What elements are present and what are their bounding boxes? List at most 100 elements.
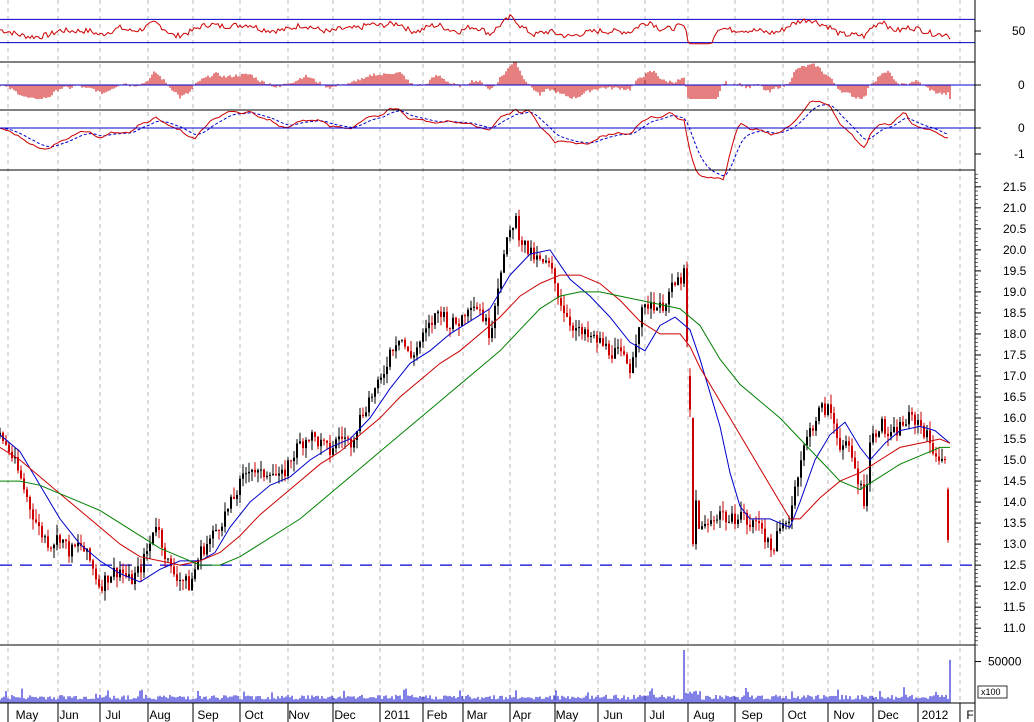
- candle-body: [881, 418, 883, 432]
- candle-body: [878, 431, 880, 437]
- candle-body: [938, 456, 940, 461]
- candle-body: [407, 346, 409, 352]
- candle-body: [152, 532, 154, 544]
- candle-body: [209, 538, 211, 545]
- candle-body: [659, 302, 661, 308]
- candle-body: [458, 323, 460, 327]
- month-label-5: Oct: [245, 708, 264, 722]
- candle-body: [725, 511, 727, 523]
- price-tick-label: 17.0: [1003, 369, 1027, 383]
- candle-body: [890, 432, 892, 437]
- candle-body: [497, 288, 499, 306]
- macd-signal-line: [0, 104, 949, 177]
- candle-body: [794, 486, 796, 506]
- month-label-13: Jun: [603, 708, 622, 722]
- candle-body: [401, 339, 403, 341]
- axes: [0, 0, 976, 722]
- candle-body: [614, 348, 616, 359]
- candle-body: [320, 439, 322, 447]
- candle-body: [446, 311, 448, 328]
- candle-body: [623, 351, 625, 355]
- candle-body: [71, 544, 73, 557]
- month-label-16: Sep: [741, 708, 763, 722]
- candle-body: [404, 339, 406, 347]
- candle-body: [704, 523, 706, 527]
- candle-body: [422, 332, 424, 342]
- candle-body: [146, 551, 148, 554]
- candle-body: [812, 428, 814, 431]
- candle-body: [311, 432, 313, 441]
- candle-body: [899, 421, 901, 436]
- candle-body: [611, 355, 613, 359]
- candle-body: [224, 511, 226, 527]
- candle-body: [926, 430, 928, 438]
- candle-body: [818, 407, 820, 421]
- candle-body: [116, 567, 118, 578]
- candle-body: [62, 539, 64, 543]
- candle-body: [635, 344, 637, 358]
- macd-histogram-panel: 0: [0, 61, 1025, 99]
- candle-body: [785, 523, 787, 525]
- price-tick-label: 20.5: [1003, 222, 1027, 236]
- macd-line: [0, 100, 948, 181]
- candle-body: [275, 473, 277, 476]
- candle-body: [425, 328, 427, 333]
- candle-body: [41, 526, 43, 538]
- candle-body: [569, 316, 571, 326]
- candle-body: [911, 412, 913, 415]
- candle-body: [431, 322, 433, 325]
- candle-body: [557, 283, 559, 299]
- candle-body: [767, 538, 769, 543]
- candle-body: [254, 469, 256, 473]
- candle-body: [377, 379, 379, 389]
- candle-body: [590, 335, 592, 337]
- candle-body: [917, 420, 919, 425]
- price-tick-label: 11.5: [1003, 600, 1026, 614]
- candle-body: [479, 309, 481, 311]
- candle-body: [560, 298, 562, 306]
- candle-body: [674, 282, 676, 285]
- volume-unit-box: [977, 685, 1008, 699]
- volume-panel: 50000 x100: [0, 649, 1022, 703]
- candle-body: [215, 530, 217, 532]
- candle-body: [308, 440, 310, 442]
- candle-body: [335, 439, 337, 449]
- candle-body: [764, 528, 766, 543]
- candle-body: [164, 547, 166, 560]
- macd-lines-panel: 0 -1: [0, 100, 1025, 181]
- price-tick-label: 18.5: [1003, 306, 1027, 320]
- candle-body: [461, 315, 463, 327]
- candle-body: [824, 403, 826, 415]
- month-label-10: Mar: [467, 708, 488, 722]
- candle-body: [698, 500, 700, 529]
- candle-body: [113, 567, 115, 577]
- price-tick-label: 14.0: [1003, 495, 1027, 509]
- candle-body: [413, 355, 415, 358]
- candle-body: [941, 458, 943, 461]
- candle-body: [137, 566, 139, 573]
- candle-body: [854, 457, 856, 469]
- month-label-12: May: [556, 708, 579, 722]
- candle-body: [182, 580, 184, 582]
- candle-body: [5, 441, 7, 445]
- price-tick-label: 18.0: [1003, 327, 1027, 341]
- candle-body: [338, 436, 340, 440]
- candle-body: [641, 307, 643, 328]
- candle-body: [656, 307, 658, 311]
- month-label-19: Dec: [877, 708, 898, 722]
- candle-body: [638, 327, 640, 345]
- price-tick-label: 19.0: [1003, 285, 1027, 299]
- candle-body: [782, 523, 784, 529]
- candle-body: [368, 397, 370, 413]
- candle-body: [32, 509, 34, 520]
- candle-body: [263, 469, 265, 477]
- candle-body: [242, 473, 244, 479]
- candle-body: [383, 374, 385, 378]
- candle-body: [362, 414, 364, 417]
- candle-body: [296, 443, 298, 458]
- candle-body: [719, 511, 721, 520]
- price-tick-label: 12.0: [1003, 579, 1027, 593]
- candle-body: [620, 347, 622, 352]
- candle-body: [581, 327, 583, 335]
- candle-body: [23, 478, 25, 490]
